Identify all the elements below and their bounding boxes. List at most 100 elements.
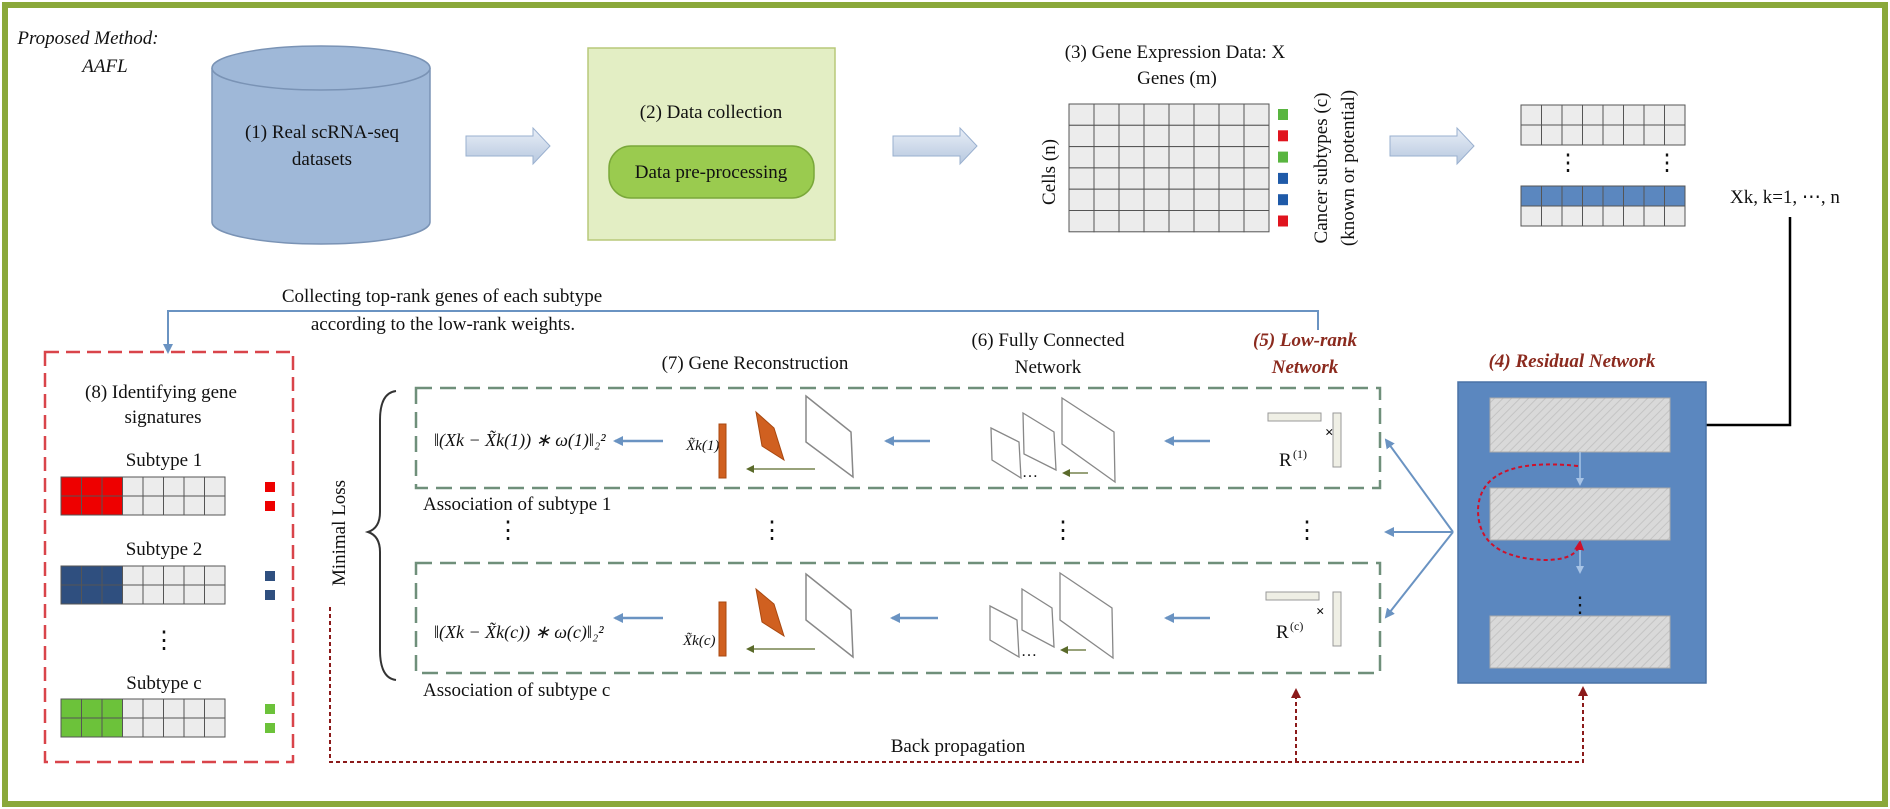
xk-highlight-cell <box>1541 185 1563 207</box>
matrix-cell <box>1168 210 1195 233</box>
matrix-cell <box>1068 188 1095 211</box>
xk-ellipsis-1: ⋮ <box>1557 150 1580 175</box>
signature-cell <box>163 584 185 605</box>
xk-cell <box>1520 104 1542 126</box>
matrix-cell <box>1168 124 1195 148</box>
signature-cell <box>60 476 82 497</box>
step6-title-line1: (6) Fully Connected <box>971 330 1125 351</box>
step8-title-line2: signatures <box>124 407 201 428</box>
xk-cell <box>1582 205 1604 227</box>
matrix-cell <box>1168 146 1195 169</box>
subtypes-label-line1: Cancer subtypes (c) <box>1311 93 1332 244</box>
gene-expression-matrix <box>1068 103 1270 233</box>
lowrank-bar-h-1 <box>1267 412 1322 422</box>
matrix-cell <box>1243 167 1270 190</box>
step5-title-line2: Network <box>1271 357 1339 378</box>
signature-cell <box>60 584 82 605</box>
signature-cell <box>122 717 144 738</box>
xk-cell <box>1623 104 1645 126</box>
signature-cell <box>142 476 164 497</box>
xk-highlight-cell <box>1623 185 1645 207</box>
xk-cell <box>1582 124 1604 146</box>
subtypes-ellipsis: ⋮ <box>152 628 176 654</box>
signature-cell <box>101 717 123 738</box>
res-block-1 <box>1489 397 1671 453</box>
xk-cell <box>1643 124 1665 146</box>
xk-cell <box>1520 124 1542 146</box>
backprop-line <box>329 607 1588 763</box>
xk-label: Xk, k=1, ⋯, n <box>1730 187 1840 208</box>
xk-cell <box>1520 205 1542 227</box>
flow-arrow-3 <box>1389 126 1475 166</box>
collect-text-line2: according to the low-rank weights. <box>311 314 575 335</box>
signature-cell <box>142 495 164 516</box>
signature-cell <box>183 584 205 605</box>
lowrank-bar-h-c <box>1265 591 1320 601</box>
signature-cell <box>142 584 164 605</box>
matrix-cell <box>1193 146 1220 169</box>
xk-matrix <box>1520 104 1686 227</box>
association-1-box <box>414 386 1382 490</box>
subtype-2-label: Subtype 2 <box>126 539 203 560</box>
signature-cell <box>142 565 164 586</box>
proposed-method-name: AAFL <box>80 56 127 77</box>
signature-cell <box>122 698 144 719</box>
signature-cell <box>163 565 185 586</box>
signature-cell <box>204 698 226 719</box>
matrix-cell <box>1143 124 1170 148</box>
xk-cell <box>1623 124 1645 146</box>
signature-marker <box>265 704 275 714</box>
subtype-2-signature <box>60 565 275 605</box>
fc-ellipsis-1: … <box>1022 464 1038 481</box>
proposed-method-label: Proposed Method: <box>16 28 158 49</box>
matrix-cell <box>1218 124 1245 148</box>
xk-cell <box>1664 205 1686 227</box>
signature-cell <box>163 698 185 719</box>
xk-cell <box>1561 124 1583 146</box>
signature-cell <box>81 698 103 719</box>
fc-plane-cb <box>1021 587 1055 649</box>
signature-cell <box>163 476 185 497</box>
matrix-cell <box>1068 103 1095 126</box>
xk-highlight-cell <box>1520 185 1542 207</box>
lowrank-bar-v-1 <box>1332 412 1342 468</box>
subtypes-label-line2: (known or potential) <box>1338 90 1359 246</box>
subtype-marker <box>1278 109 1288 120</box>
step3-title: (3) Gene Expression Data: X <box>1065 42 1286 63</box>
signature-cell <box>204 565 226 586</box>
signature-cell <box>183 717 205 738</box>
signature-cell <box>163 495 185 516</box>
matrix-cell <box>1118 210 1145 233</box>
matrix-cell <box>1068 124 1095 148</box>
xk-cell <box>1541 124 1563 146</box>
xk-highlight-cell <box>1664 185 1686 207</box>
rc-base: R <box>1276 622 1289 643</box>
matrix-cell <box>1218 167 1245 190</box>
xk-cell <box>1602 104 1624 126</box>
xk-cell <box>1561 104 1583 126</box>
xk-cell <box>1623 205 1645 227</box>
times-1: × <box>1325 425 1334 441</box>
xk-highlight-cell <box>1643 185 1665 207</box>
signature-cell <box>204 584 226 605</box>
res-block-2 <box>1489 487 1671 541</box>
xk-cell <box>1643 205 1665 227</box>
signature-cell <box>60 495 82 516</box>
signature-cell <box>81 584 103 605</box>
recon-plane-large-c <box>805 572 854 659</box>
signature-cell <box>142 717 164 738</box>
matrix-cell <box>1143 167 1170 190</box>
matrix-cell <box>1093 124 1120 148</box>
xk-cell <box>1643 104 1665 126</box>
matrix-cell <box>1118 103 1145 126</box>
fc-plane-ca <box>989 604 1020 659</box>
xk-cell <box>1541 205 1563 227</box>
matrix-cell <box>1143 210 1170 233</box>
xk-ellipsis-2: ⋮ <box>1656 150 1679 175</box>
matrix-cell <box>1168 103 1195 126</box>
matrix-cell <box>1193 167 1220 190</box>
subtype-marker <box>1278 194 1288 206</box>
xk-highlight-cell <box>1602 185 1624 207</box>
xk-cell <box>1602 124 1624 146</box>
signature-cell <box>101 565 123 586</box>
